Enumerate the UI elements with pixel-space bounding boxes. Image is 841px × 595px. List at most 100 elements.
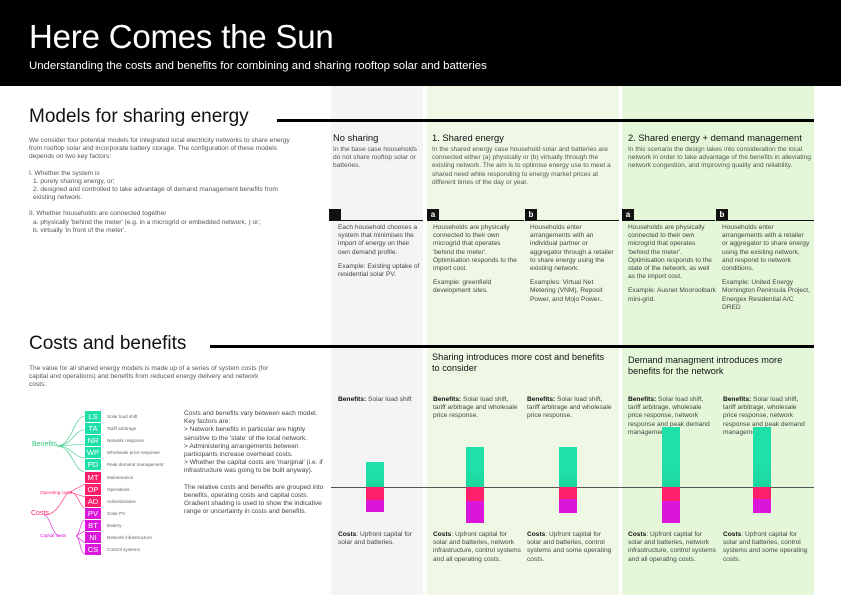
scenario-5-operating-bar	[753, 487, 771, 499]
demand-a-text: Households are physically connected to t…	[628, 224, 716, 310]
factor-2b: b. virtually 'in front of the meter'.	[33, 226, 127, 234]
shared-a-text-1: Households are physically connected to t…	[433, 224, 517, 273]
scenario-2-capital-bar	[466, 501, 484, 523]
demand-management-column-bg	[622, 86, 814, 595]
demand-management-subtitle: Demand managment introduces more benefit…	[628, 355, 783, 377]
legend-label-bt: Battery	[107, 522, 122, 528]
factor-2a: a. physically 'behind the meter' (e.g. i…	[33, 218, 261, 226]
demand-management-desc: In this scenario the design takes into c…	[628, 146, 811, 170]
models-section-title: Models for sharing energy	[29, 106, 249, 127]
legend-label-ad: Administrative	[107, 498, 136, 504]
no-sharing-desc: In the base case households do not share…	[333, 146, 417, 170]
legend-tree	[43, 415, 86, 555]
legend-label-pv: Solar PV	[107, 510, 126, 516]
legend-code-ad: AD	[85, 495, 101, 507]
shared-a-rule	[439, 220, 524, 221]
demand-a-rule	[634, 220, 715, 221]
legend-code-ni: NI	[85, 532, 101, 543]
legend-label-nr: Network response	[107, 438, 145, 444]
shared-a-tag: a	[427, 209, 439, 221]
legend-code-op: OP	[85, 483, 101, 495]
scenario-3-costs: Costs: Upfront capital for solar and bat…	[527, 531, 612, 563]
legend-label-op: Operations	[107, 486, 130, 492]
capital-costs-group-label: Capital costs	[40, 533, 67, 538]
models-intro-p1: We consider four potential models for in…	[29, 137, 290, 161]
costs-factors: Costs and benefits vary between each mod…	[184, 410, 329, 524]
scenario-4-benefits: Benefits: Solar load shift, tariff arbit…	[628, 396, 710, 436]
legend-code-pv: PV	[85, 507, 101, 519]
shared-energy-title: 1. Shared energy	[432, 132, 504, 143]
shared-a-text: Households are physically connected to t…	[433, 224, 521, 302]
scenario-1-benefit-bar	[366, 462, 384, 487]
demand-a-tag: a	[622, 209, 634, 221]
scenario-4-costs: Costs: Upfront capital for solar and bat…	[628, 531, 716, 563]
scenario-3-capital-bar	[559, 499, 577, 513]
factors-p1: Costs and benefits vary between each mod…	[184, 410, 318, 426]
shared-b-tag: b	[525, 209, 537, 221]
scenario-4-operating-bar	[662, 487, 680, 501]
scenario-3-operating-bar	[559, 487, 577, 499]
scenario-4-capital-bar	[662, 501, 680, 523]
legend-code-ta: TA	[85, 423, 101, 435]
scenario-5-capital-bar	[753, 499, 771, 513]
legend-label-wp: Wholesale price response	[107, 450, 160, 456]
benefits-group-label: Benefits	[32, 441, 58, 448]
demand-a-text-1: Households are physically connected to t…	[628, 224, 712, 281]
shared-energy-desc: In the shared energy case household sola…	[432, 146, 611, 186]
legend-label-ni: Network infrastructure	[107, 535, 152, 540]
scenario-4-benefit-bar	[662, 427, 680, 487]
factor-2: II. Whether households are connected tog…	[29, 210, 167, 218]
shared-b-text: Households enter arrangements with an in…	[530, 224, 616, 310]
demand-b-tag: b	[716, 209, 728, 221]
legend-label-cs: Control systems	[107, 547, 140, 553]
scenario-2-operating-bar	[466, 487, 484, 501]
costs-group-label: Costs	[31, 510, 49, 517]
no-sharing-title: No sharing	[333, 132, 379, 143]
legend-label-ta: Tariff arbitrage	[107, 426, 137, 432]
shared-energy-subtitle: Sharing introduces more cost and benefit…	[432, 352, 605, 374]
scenario-2-benefits: Benefits: Solar load shift, tariff arbit…	[433, 396, 518, 420]
operating-costs-group-label: Operating costs	[40, 490, 73, 495]
legend-code-bt: BT	[85, 519, 101, 531]
factors-p2: > Network benefits in particular are hig…	[184, 426, 308, 442]
factor-1a: 1. purely sharing energy, or;	[33, 177, 115, 185]
legend-code-wp: WP	[85, 447, 101, 459]
shared-b-rule	[537, 220, 619, 221]
scenario-2-costs: Costs: Upfront capital for solar and bat…	[433, 531, 521, 563]
page-header: Here Comes the Sun Understanding the cos…	[0, 0, 841, 86]
demand-management-title: 2. Shared energy + demand management	[628, 132, 802, 143]
factor-1: I. Whether the system is	[29, 169, 100, 177]
factor-1b: 2. designed and controlled to take advan…	[33, 186, 278, 202]
demand-b-text-1: Households enter arrangements with a ret…	[722, 224, 810, 273]
costs-intro: The value for all shared energy models i…	[29, 365, 269, 389]
scenario-1-operating-bar	[366, 487, 384, 500]
legend-code-ls: LS	[85, 411, 101, 422]
costs-section-title: Costs and benefits	[29, 333, 187, 354]
scenario-1-costs: Costs: Upfront capital for solar and bat…	[338, 531, 413, 547]
scenario-5-benefit-bar	[753, 427, 771, 487]
demand-b-text: Households enter arrangements with a ret…	[722, 224, 810, 318]
legend-label-ls: Solar load shift	[107, 414, 138, 419]
shared-energy-column-bg	[427, 86, 619, 595]
scenario-3-benefit-bar	[559, 447, 577, 487]
scenario-1-capital-bar	[366, 500, 384, 512]
legend-label-mt: Maintenance	[107, 474, 134, 480]
demand-b-text-2: Example: United Energy Mornington Penins…	[722, 279, 810, 311]
shared-b-text-2: Examples: Virtual Net Metering (VNM), Re…	[530, 279, 603, 303]
page-title: Here Comes the Sun	[29, 18, 334, 55]
no-sharing-marker-rule	[341, 220, 423, 221]
demand-b-rule	[728, 220, 814, 221]
legend-code-mt: MT	[85, 471, 101, 483]
costs-section-rule	[210, 345, 814, 348]
legend-code-nr: NR	[85, 435, 101, 447]
scenario-2-benefit-bar	[466, 447, 484, 487]
models-intro: We consider four potential models for in…	[29, 137, 297, 235]
legend-label-pd: Peak demand management	[107, 462, 164, 468]
no-sharing-text: Each household chooses a system that min…	[338, 224, 420, 285]
scenario-1-benefits: Benefits: Solar load shift	[338, 396, 412, 403]
demand-a-text-2: Example: Ausnet Mooroolbark mini-grid.	[628, 287, 716, 303]
shared-a-text-2: Example: greenfield development sites.	[433, 279, 492, 295]
no-sharing-text-2: Example: Existing uptake of residential …	[338, 262, 420, 279]
scenario-5-costs: Costs: Upfront capital for solar and bat…	[723, 531, 808, 563]
no-sharing-marker	[329, 209, 341, 221]
